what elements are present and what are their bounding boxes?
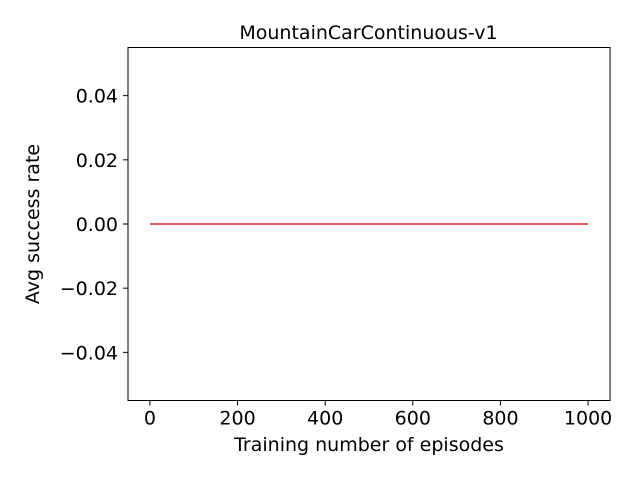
chart-title: MountainCarContinuous-v1: [239, 22, 497, 44]
plot-area: [127, 47, 611, 401]
x-tick-label: 1000: [564, 408, 612, 430]
y-tick-label: −0.02: [60, 278, 118, 300]
y-tick-label: 0.00: [76, 214, 118, 236]
y-axis-label: Avg success rate: [22, 144, 44, 304]
y-tick-label: 0.04: [76, 86, 118, 108]
x-tick-label: 800: [482, 408, 518, 430]
x-tick-label: 400: [307, 408, 343, 430]
x-tick-label: 200: [219, 408, 255, 430]
y-axis: −0.04 −0.02 0.00 0.02 0.04: [60, 86, 128, 364]
y-tick-label: 0.02: [76, 150, 118, 172]
x-axis-label: Training number of episodes: [233, 434, 504, 456]
x-tick-label: 0: [144, 408, 156, 430]
y-tick-label: −0.04: [60, 342, 118, 364]
x-axis: 0 200 400 600 800 1000: [144, 400, 612, 430]
x-tick-label: 600: [395, 408, 431, 430]
